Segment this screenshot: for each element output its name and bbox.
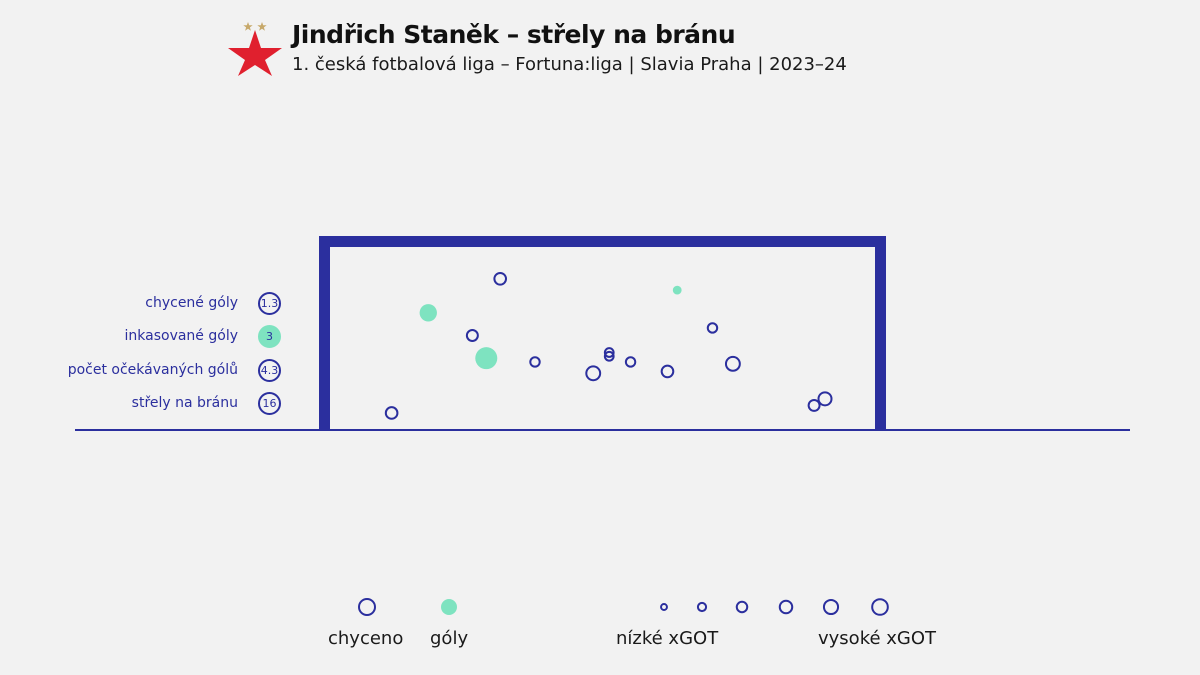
saved-shot-marker-9 [660,364,675,379]
legend-goal-label: góly [430,628,469,649]
saved-shot-marker-7 [603,350,615,362]
stat-badge-shots-on-target: 16 [258,392,281,415]
legend-size-marker-6 [871,598,889,616]
legend-goal-marker [441,599,457,615]
stat-row-shots-on-target: střely na bránu 16 [0,390,290,418]
stat-row-saved-goals: chycené góly 1.3 [0,290,290,318]
saved-shot-marker-4 [529,356,541,368]
logo-small-star-1 [243,22,253,31]
stat-label-conceded-goals: inkasované góly [124,328,239,344]
goal-frame [319,236,886,430]
stat-badge-saved-goals: 1.3 [258,292,281,315]
stat-badge-conceded-goals: 3 [258,325,281,348]
stat-label-shots-on-target: střely na bránu [131,395,238,411]
saved-shot-marker-3 [465,329,479,342]
saved-shot-marker-11 [724,355,741,372]
legend-size-marker-4 [778,599,794,615]
stat-row-expected-goals: počet očekávaných gólů 4.3 [0,357,290,385]
goal-shot-marker-3 [672,285,682,295]
shots-layer [384,271,833,420]
legend-size-marker-3 [735,600,749,614]
saved-shot-marker-12 [807,398,821,412]
saved-shot-marker-10 [706,322,719,334]
stat-row-conceded-goals: inkasované góly 3 [0,323,290,351]
legend-low-xgot-label: nízké xGOT [616,628,719,649]
saved-shot-marker-13 [817,391,833,407]
legend-size-marker-1 [660,603,668,611]
logo-red-star [228,30,282,76]
legend-saved-marker [358,598,376,616]
stat-label-saved-goals: chycené góly [145,295,238,311]
stat-badge-expected-goals: 4.3 [258,359,281,382]
goal-shot-marker-2 [475,347,498,370]
legend-saved-label: chyceno [328,628,404,649]
goal-shot-marker-1 [419,304,437,322]
saved-shot-marker-1 [384,406,399,420]
saved-shot-marker-6 [603,347,615,358]
saved-shot-marker-8 [624,356,637,368]
legend-high-xgot-label: vysoké xGOT [818,628,937,649]
saved-shot-marker-5 [585,365,602,382]
page-title: Jindřich Staněk – střely na bránu [292,20,736,49]
legend-size-marker-2 [696,601,708,613]
club-logo [228,22,282,76]
legend-size-marker-5 [822,598,840,616]
saved-shot-marker-2 [493,271,508,286]
stat-label-expected-goals: počet očekávaných gólů [67,362,238,378]
legend-marks [358,598,889,616]
logo-small-star-2 [257,22,267,31]
page-subtitle: 1. česká fotbalová liga – Fortuna:liga |… [292,54,847,75]
